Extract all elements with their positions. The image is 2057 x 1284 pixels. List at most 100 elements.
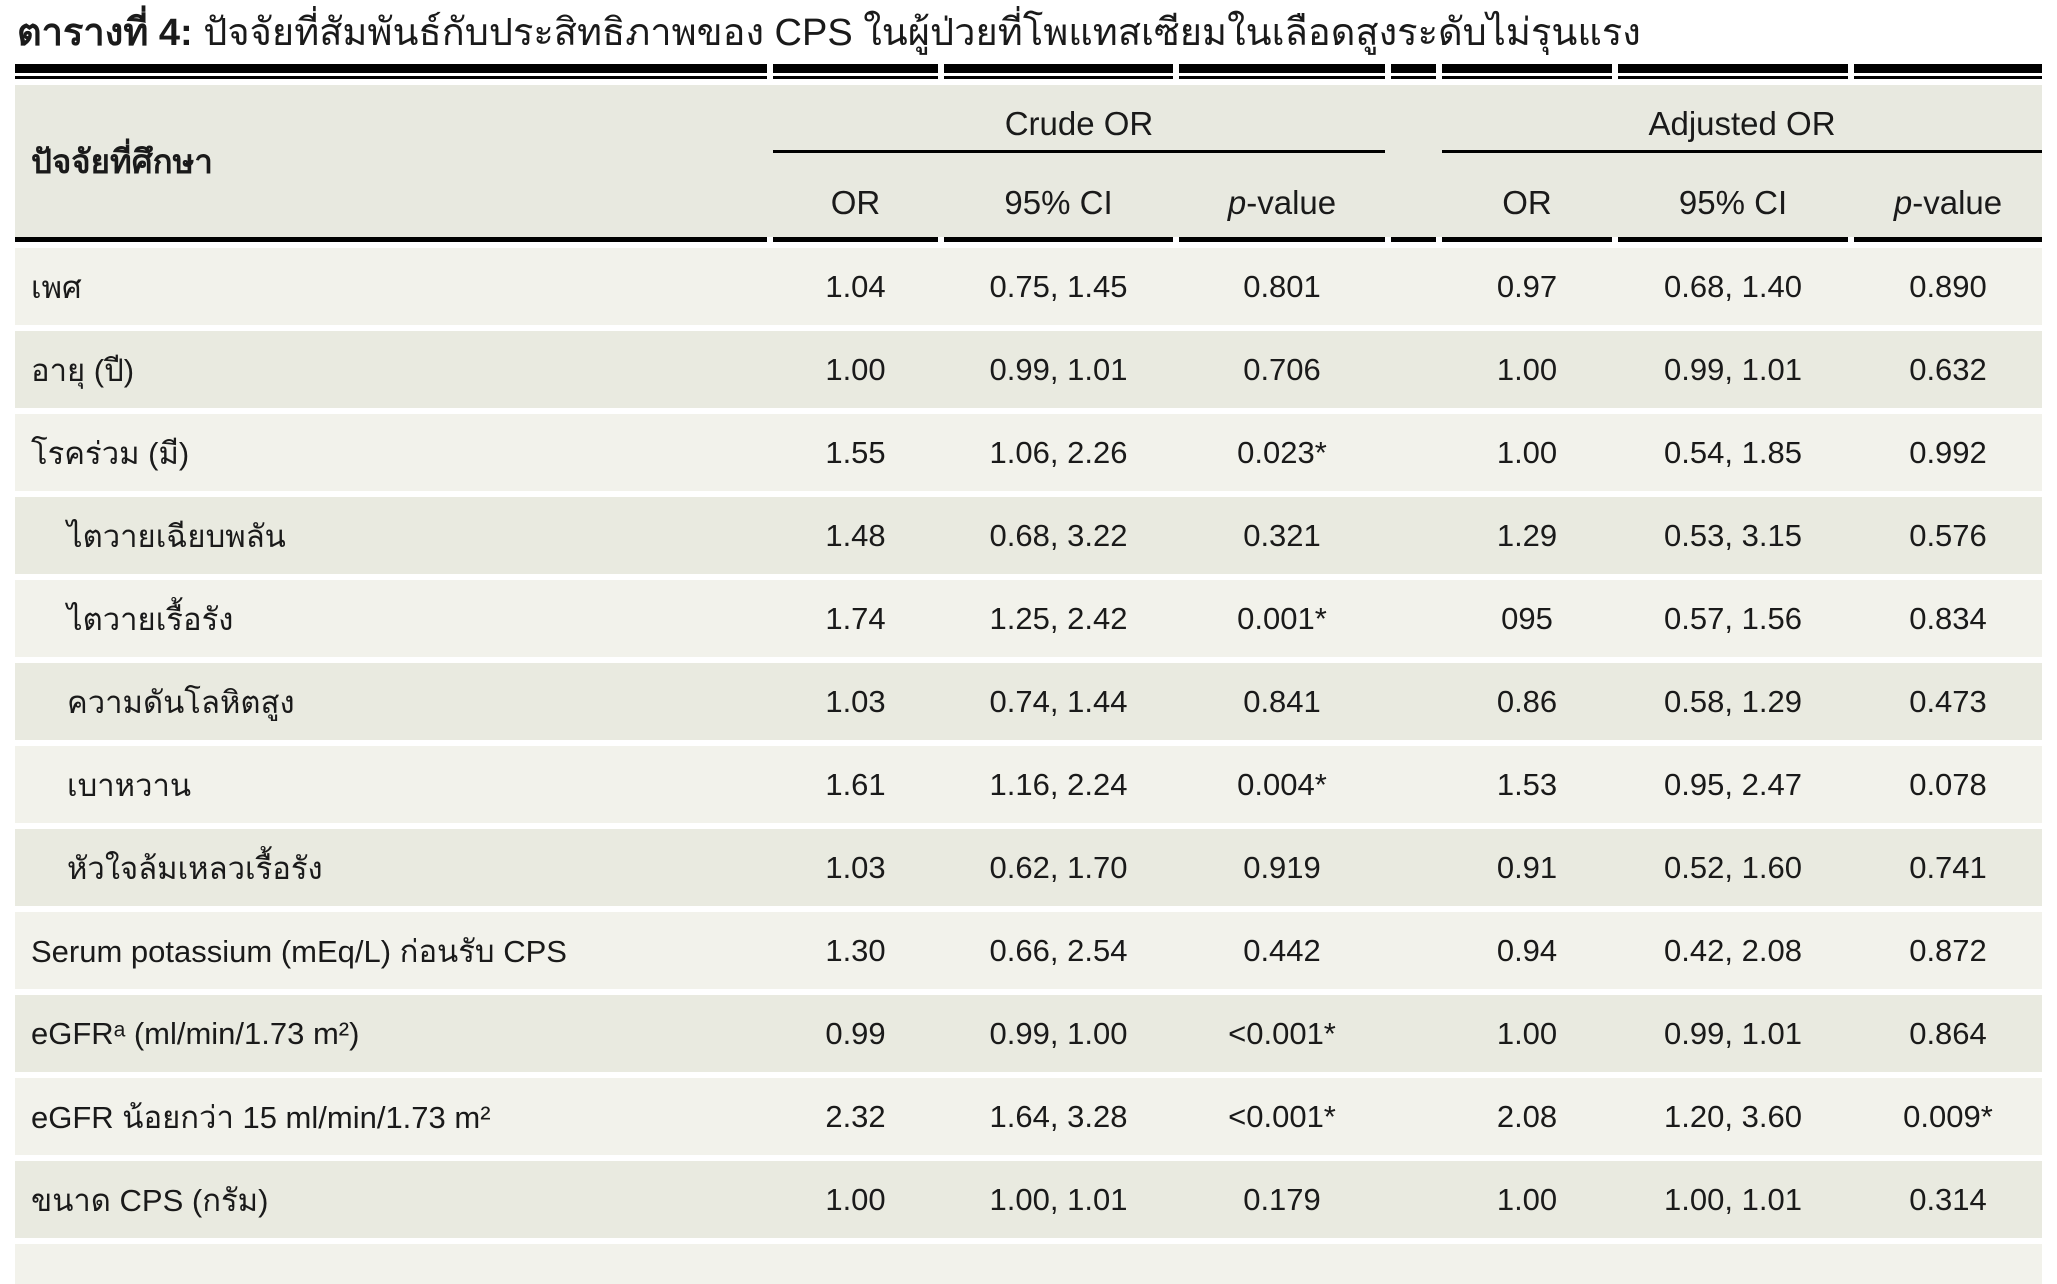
adjusted-or-value: 1.53: [1496, 766, 1558, 802]
table-row: ความดันโลหิตสูง 1.03 0.74, 1.44 0.841 0.…: [15, 663, 2042, 740]
table-row: หัวใจล้มเหลวเรื้อรัง 1.03 0.62, 1.70 0.9…: [15, 829, 2042, 906]
table-row: eGFRᵃ (ml/min/1.73 m²) 0.99 0.99, 1.00 <…: [15, 995, 2042, 1072]
crude-or-value: 1.61: [825, 766, 886, 802]
table-row: eGFR น้อยกว่า 15 ml/min/1.73 m² 2.32 1.6…: [15, 1078, 2042, 1155]
crude-ci-value: 0.68, 3.22: [989, 517, 1128, 553]
p-italic: p: [1227, 184, 1247, 221]
cropped-next-row-strip: [15, 1244, 2042, 1284]
adjusted-or-value: 095: [1501, 600, 1553, 636]
crude-group-underline: [773, 149, 1385, 153]
crude-or-value: 2.32: [825, 1098, 886, 1134]
row-factor-label: eGFRᵃ (ml/min/1.73 m²): [31, 1015, 360, 1051]
table-row: ขนาด CPS (กรัม) 1.00 1.00, 1.01 0.179 1.…: [15, 1161, 2042, 1238]
adjusted-p-value: 0.009*: [1903, 1098, 1993, 1134]
adjusted-ci-value: 0.42, 2.08: [1664, 932, 1802, 968]
crude-p-value: 0.841: [1243, 683, 1321, 719]
crude-ci-value: 1.06, 2.26: [989, 434, 1128, 470]
adjusted-ci-value: 0.54, 1.85: [1664, 434, 1802, 470]
crude-ci-value: 0.75, 1.45: [989, 268, 1128, 304]
header-bottom-rule: [15, 237, 2042, 242]
adjusted-p-value: 0.992: [1909, 434, 1987, 470]
adjusted-ci-value: 0.68, 1.40: [1664, 268, 1802, 304]
table-row: Serum potassium (mEq/L) ก่อนรับ CPS 1.30…: [15, 912, 2042, 989]
adjusted-ci-value: 1.20, 3.60: [1664, 1098, 1802, 1134]
adjusted-p-value: 0.576: [1909, 517, 1987, 553]
crude-p-value: 0.179: [1243, 1181, 1321, 1217]
adjusted-p-value: 0.473: [1909, 683, 1987, 719]
row-factor-label: ขนาด CPS (กรัม): [31, 1182, 269, 1218]
crude-p-value: 0.001*: [1237, 600, 1327, 636]
column-header-adjusted-ci: 95% CI: [1678, 184, 1788, 221]
row-factor-label: ความดันโลหิตสูง: [67, 684, 295, 720]
adjusted-group-underline: [1442, 149, 2042, 153]
column-group-header-crude-or: Crude OR: [1004, 105, 1154, 142]
column-group-header-adjusted-or: Adjusted OR: [1648, 105, 1836, 142]
crude-or-value: 1.30: [825, 932, 886, 968]
adjusted-ci-value: 0.95, 2.47: [1664, 766, 1802, 802]
crude-ci-value: 1.25, 2.42: [989, 600, 1128, 636]
adjusted-p-value: 0.314: [1909, 1181, 1987, 1217]
adjusted-or-value: 0.86: [1496, 683, 1558, 719]
crude-p-value: 0.706: [1243, 351, 1321, 387]
adjusted-or-value: 0.97: [1496, 268, 1558, 304]
row-factor-label: อายุ (ปี): [31, 352, 135, 388]
crude-or-value: 1.03: [825, 849, 886, 885]
row-factor-label: เพศ: [31, 269, 82, 305]
p-italic: p: [1893, 184, 1913, 221]
table-caption-text: ปัจจัยที่สัมพันธ์กับประสิทธิภาพของ CPS ใ…: [192, 12, 1641, 54]
table-caption-number: ตารางที่ 4:: [17, 12, 193, 54]
table-top-rule-thin: [15, 76, 2042, 79]
adjusted-ci-value: 0.57, 1.56: [1664, 600, 1802, 636]
adjusted-or-value: 0.94: [1496, 932, 1558, 968]
row-factor-label: หัวใจล้มเหลวเรื้อรัง: [67, 850, 323, 886]
crude-or-value: 0.99: [825, 1015, 886, 1051]
adjusted-p-value: 0.078: [1909, 766, 1987, 802]
adjusted-ci-value: 1.00, 1.01: [1664, 1181, 1802, 1217]
crude-or-value: 1.74: [825, 600, 886, 636]
crude-ci-value: 0.62, 1.70: [989, 849, 1128, 885]
row-factor-label: Serum potassium (mEq/L) ก่อนรับ CPS: [31, 933, 567, 969]
table-row: เบาหวาน 1.61 1.16, 2.24 0.004* 1.53 0.95…: [15, 746, 2042, 823]
adjusted-or-value: 1.29: [1496, 517, 1558, 553]
adjusted-or-value: 1.00: [1496, 434, 1558, 470]
crude-p-value: <0.001*: [1228, 1015, 1336, 1051]
crude-ci-value: 1.00, 1.01: [989, 1181, 1128, 1217]
adjusted-p-value: 0.632: [1909, 351, 1987, 387]
table-body: เพศ 1.04 0.75, 1.45 0.801 0.97 0.68, 1.4…: [15, 248, 2042, 1238]
table-row: โรคร่วม (มี) 1.55 1.06, 2.26 0.023* 1.00…: [15, 414, 2042, 491]
row-factor-label: ไตวายเฉียบพลัน: [67, 518, 286, 554]
adjusted-p-value: 0.872: [1909, 932, 1987, 968]
crude-or-value: 1.00: [825, 351, 886, 387]
crude-or-value: 1.04: [825, 268, 886, 304]
table-row: ไตวายเรื้อรัง 1.74 1.25, 2.42 0.001* 095…: [15, 580, 2042, 657]
crude-p-value: 0.321: [1243, 517, 1321, 553]
adjusted-ci-value: 0.58, 1.29: [1664, 683, 1802, 719]
crude-p-value: 0.919: [1243, 849, 1321, 885]
crude-ci-value: 0.99, 1.00: [989, 1015, 1128, 1051]
adjusted-ci-value: 0.53, 3.15: [1664, 517, 1802, 553]
crude-or-value: 1.48: [825, 517, 886, 553]
adjusted-ci-value: 0.99, 1.01: [1664, 351, 1802, 387]
table-caption: ตารางที่ 4: ปัจจัยที่สัมพันธ์กับประสิทธิ…: [15, 0, 2042, 64]
adjusted-p-value: 0.864: [1909, 1015, 1987, 1051]
row-factor-label: โรคร่วม (มี): [31, 435, 190, 471]
row-factor-label: ไตวายเรื้อรัง: [67, 601, 234, 637]
crude-p-value: 0.004*: [1237, 766, 1327, 802]
table-top-rule-thick: [15, 64, 2042, 73]
crude-or-value: 1.55: [825, 434, 886, 470]
crude-p-value: 0.442: [1243, 932, 1321, 968]
crude-ci-value: 0.99, 1.01: [989, 351, 1128, 387]
column-header-crude-or: OR: [830, 184, 881, 221]
crude-p-value: 0.801: [1243, 268, 1321, 304]
column-header-factor: ปัจจัยที่ศึกษา: [31, 142, 213, 180]
adjusted-or-value: 0.91: [1496, 849, 1558, 885]
column-header-adjusted-or: OR: [1502, 184, 1552, 221]
table-row: ไตวายเฉียบพลัน 1.48 0.68, 3.22 0.321 1.2…: [15, 497, 2042, 574]
adjusted-ci-value: 0.52, 1.60: [1664, 849, 1802, 885]
adjusted-or-value: 1.00: [1496, 1015, 1558, 1051]
crude-ci-value: 1.64, 3.28: [989, 1098, 1128, 1134]
crude-ci-value: 0.66, 2.54: [989, 932, 1128, 968]
crude-ci-value: 1.16, 2.24: [989, 766, 1128, 802]
adjusted-or-value: 1.00: [1496, 1181, 1558, 1217]
